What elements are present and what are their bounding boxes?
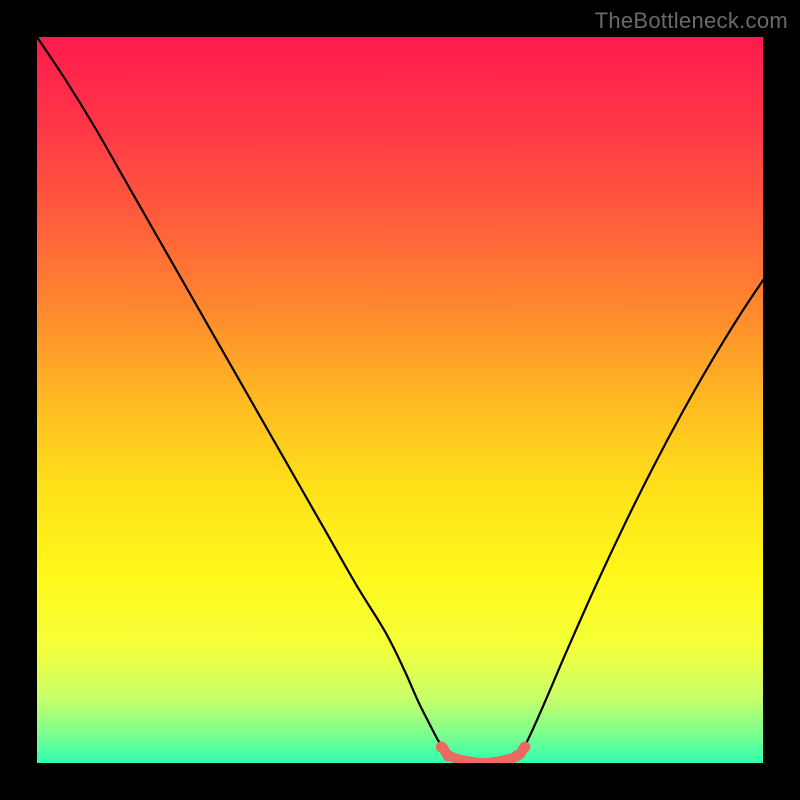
watermark: TheBottleneck.com	[595, 8, 788, 34]
plot-area	[37, 37, 763, 763]
gradient-background	[37, 37, 763, 763]
